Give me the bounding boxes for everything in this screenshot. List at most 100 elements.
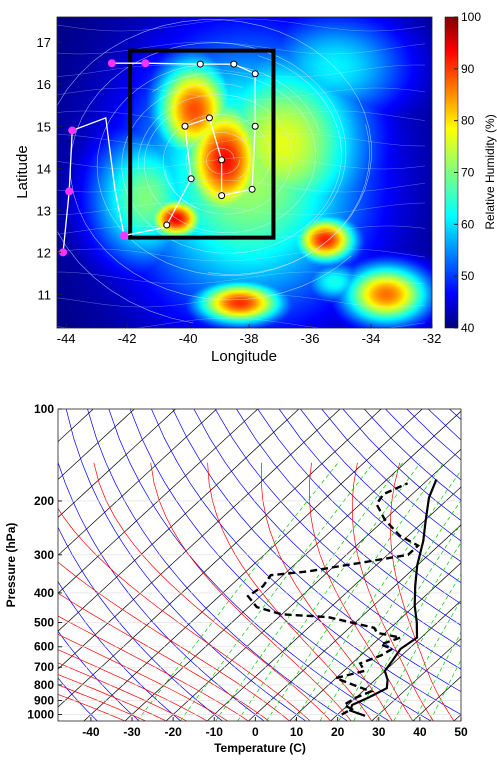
skewt-y-tick-label: 900 xyxy=(34,694,54,708)
streamline xyxy=(121,55,342,254)
isotherm xyxy=(371,638,461,721)
map-y-label: Latitude xyxy=(14,145,31,198)
streamline xyxy=(57,110,426,124)
isotherm xyxy=(289,562,461,721)
dewpoint-profile xyxy=(246,482,421,716)
streamline xyxy=(57,156,426,170)
skewt-x-tick-label: 10 xyxy=(290,725,304,739)
colorbar-tick-label: 60 xyxy=(461,217,475,231)
streamline xyxy=(57,18,426,32)
streamline xyxy=(137,94,293,215)
dry-adiabat xyxy=(151,409,461,715)
streamline xyxy=(57,133,426,147)
streamline xyxy=(57,179,426,193)
streamline xyxy=(57,64,426,78)
skewt-x-tick-label: 40 xyxy=(413,725,427,739)
colorbar-tick-label: 40 xyxy=(461,321,475,335)
dry-adiabat xyxy=(471,409,497,721)
map-x-tick-label: -44 xyxy=(57,331,76,346)
dropsonde-markers xyxy=(59,59,259,257)
dropsonde-marker-white xyxy=(251,122,259,130)
isotherm xyxy=(58,409,176,518)
streamline xyxy=(185,131,252,194)
streamline xyxy=(143,72,316,234)
dropsonde-marker-magenta xyxy=(65,187,74,196)
isotherm xyxy=(58,409,135,480)
dry-adiabat xyxy=(321,409,461,542)
dry-adiabat xyxy=(58,677,98,721)
analysis-box xyxy=(128,48,276,240)
dropsonde-marker-white xyxy=(251,70,259,78)
map-y-tick-label: 16 xyxy=(37,77,51,92)
streamline xyxy=(57,87,426,101)
dropsonde-marker-white xyxy=(187,175,195,183)
streamline xyxy=(57,41,426,55)
skewt-x-tick-label: -30 xyxy=(123,725,141,739)
streamline xyxy=(57,317,426,328)
isotherm xyxy=(58,409,300,632)
temperature-profile xyxy=(348,478,438,717)
skewt-x-tick-label: 50 xyxy=(454,725,468,739)
map-y-axis: 11 12 13 14 15 16 17 xyxy=(37,35,61,302)
skewt-y-label: Pressure (hPa) xyxy=(4,523,18,608)
colorbar-tick-label: 100 xyxy=(461,10,481,24)
skewt-y-tick-label: 1000 xyxy=(27,708,54,722)
colorbar-tick-label: 50 xyxy=(461,269,475,283)
dropsonde-marker-magenta xyxy=(59,248,68,257)
dry-adiabat xyxy=(129,409,432,721)
skewt-x-tick-label: 0 xyxy=(252,725,259,739)
colorbar-tick-label: 80 xyxy=(461,114,475,128)
map-y-tick-label: 15 xyxy=(37,119,51,134)
dropsonde-marker-magenta xyxy=(107,59,116,68)
dry-adiabat xyxy=(58,630,140,721)
map-x-tick-label: -38 xyxy=(240,331,259,346)
dropsonde-marker-white xyxy=(196,60,204,68)
isotherm xyxy=(58,409,382,708)
skewt-x-axis: -40 -30 -20 -10 0 10 20 30 40 50 xyxy=(82,717,468,739)
map-x-tick-label: -40 xyxy=(179,331,198,346)
map-frame xyxy=(56,16,433,329)
skewt-y-tick-label: 500 xyxy=(34,616,54,630)
skewt-y-tick-label: 400 xyxy=(34,586,54,600)
dropsonde-marker-white xyxy=(218,192,226,200)
map-x-tick-label: -36 xyxy=(301,331,320,346)
dry-adiabat xyxy=(236,409,461,626)
dry-adiabat xyxy=(87,409,348,721)
map-x-label: Longitude xyxy=(211,348,277,365)
streamline xyxy=(57,248,426,262)
dry-adiabat xyxy=(257,409,461,605)
streamline xyxy=(57,19,372,324)
skewt-y-tick-label: 100 xyxy=(34,402,54,416)
streamlines xyxy=(57,18,426,328)
isotherm xyxy=(58,409,217,556)
skewt-panel: -40 -30 -20 -10 0 10 20 30 40 50 100 200 300 400 500 6… xyxy=(4,402,497,755)
isotherm xyxy=(58,409,259,594)
colorbar-tick-label: 70 xyxy=(461,166,475,180)
dropsonde-marker-magenta xyxy=(141,59,150,68)
dry-adiabat xyxy=(58,526,223,721)
isotherm xyxy=(165,448,461,721)
dropsonde-marker-white xyxy=(181,122,189,130)
skewt-x-label: Temperature (C) xyxy=(214,741,306,755)
map-x-axis: -44 -42 -40 -38 -36 -34 -32 xyxy=(57,324,442,346)
map-panel: -44 -42 -40 -38 -36 -34 -32 11 12 13 14 15 16 17 Lon… xyxy=(14,10,497,365)
streamline xyxy=(57,294,426,308)
skewt-x-tick-label: -20 xyxy=(164,725,182,739)
skewt-x-tick-label: 20 xyxy=(331,725,345,739)
skewt-y-tick-label: 700 xyxy=(34,660,54,674)
dry-adiabat xyxy=(172,409,461,693)
map-y-tick-label: 17 xyxy=(37,35,51,50)
skewt-x-tick-label: -40 xyxy=(82,725,100,739)
skewt-y-tick-label: 800 xyxy=(34,678,54,692)
dropsonde-marker-white xyxy=(218,156,226,164)
colorbar-ticks: 40 50 60 70 80 90 100 xyxy=(454,10,481,335)
map-y-tick-label: 14 xyxy=(37,161,51,176)
map-x-tick-label: -32 xyxy=(423,331,442,346)
skewt-x-tick-label: -10 xyxy=(206,725,224,739)
map-x-tick-label: -42 xyxy=(118,331,137,346)
map-y-tick-label: 11 xyxy=(38,287,52,302)
sounding-profiles xyxy=(246,478,438,717)
dry-adiabat xyxy=(58,461,265,721)
